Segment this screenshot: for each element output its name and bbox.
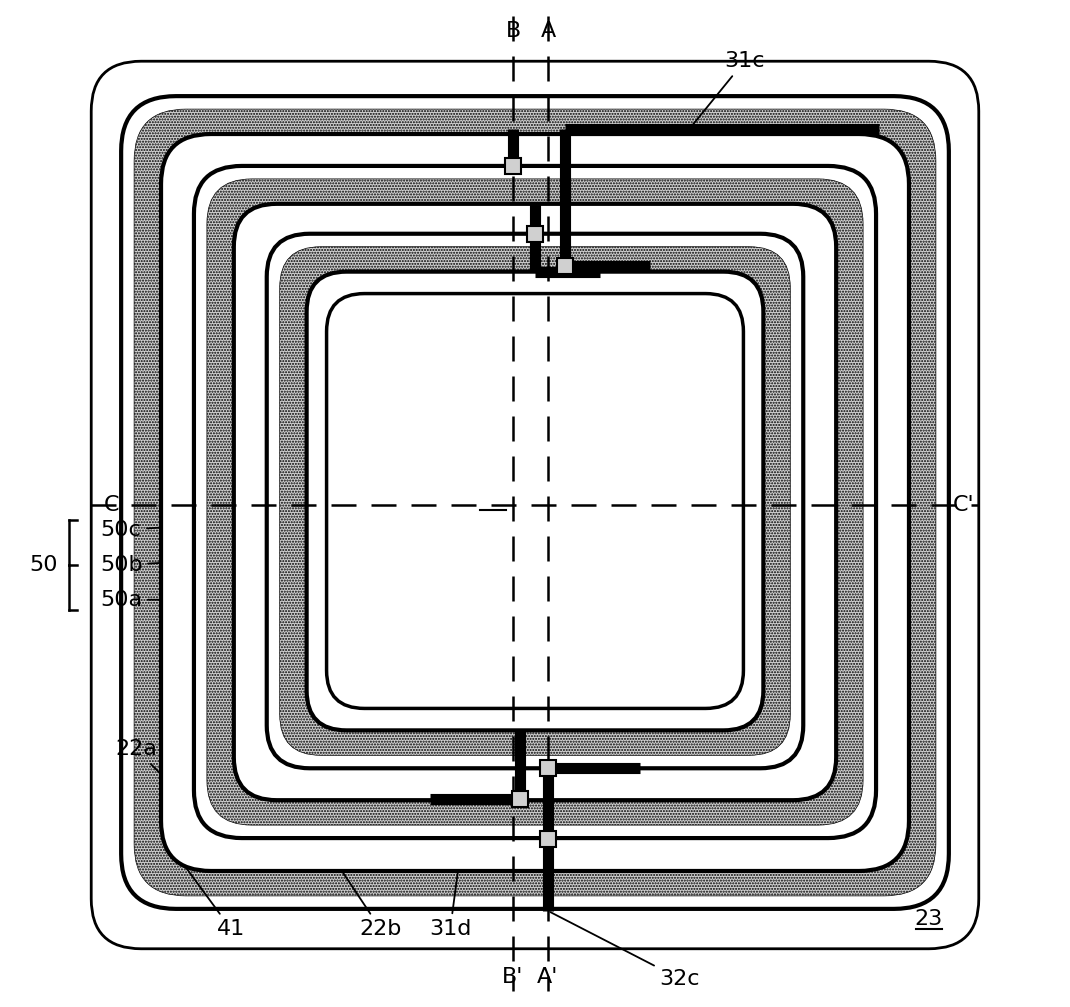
- Text: 50a: 50a: [101, 590, 209, 609]
- Text: 50: 50: [29, 555, 58, 575]
- Text: 22a: 22a: [116, 739, 174, 787]
- Text: A': A': [537, 967, 559, 987]
- Text: 50c: 50c: [101, 520, 236, 540]
- FancyBboxPatch shape: [134, 109, 936, 896]
- Text: 41: 41: [178, 856, 245, 939]
- Bar: [557, 258, 572, 274]
- Text: 32b: 32b: [369, 371, 430, 797]
- FancyBboxPatch shape: [279, 247, 791, 755]
- FancyBboxPatch shape: [207, 179, 863, 825]
- FancyBboxPatch shape: [307, 272, 763, 730]
- Text: C': C': [953, 495, 975, 515]
- Text: 21: 21: [479, 490, 507, 510]
- FancyBboxPatch shape: [234, 203, 836, 801]
- Text: 31d: 31d: [429, 857, 472, 939]
- Text: 22b: 22b: [332, 856, 401, 939]
- Bar: [540, 760, 556, 776]
- Text: A: A: [540, 21, 555, 41]
- FancyBboxPatch shape: [91, 61, 979, 949]
- FancyBboxPatch shape: [326, 294, 744, 709]
- FancyBboxPatch shape: [160, 134, 910, 871]
- FancyBboxPatch shape: [194, 166, 876, 838]
- Text: 50b: 50b: [100, 555, 223, 575]
- Bar: [513, 792, 528, 808]
- Bar: [540, 831, 556, 847]
- Text: 32c: 32c: [550, 912, 700, 989]
- Bar: [505, 158, 521, 174]
- Bar: [528, 226, 542, 242]
- Text: 32a: 32a: [479, 371, 548, 765]
- Text: B': B': [503, 967, 523, 987]
- Text: 31a: 31a: [580, 274, 660, 565]
- FancyBboxPatch shape: [121, 96, 949, 909]
- Text: 31b: 31b: [489, 274, 548, 570]
- Text: 23: 23: [915, 909, 943, 928]
- Text: 31c: 31c: [682, 51, 765, 139]
- FancyBboxPatch shape: [266, 234, 804, 768]
- Text: B: B: [505, 21, 521, 41]
- Text: C: C: [104, 495, 119, 515]
